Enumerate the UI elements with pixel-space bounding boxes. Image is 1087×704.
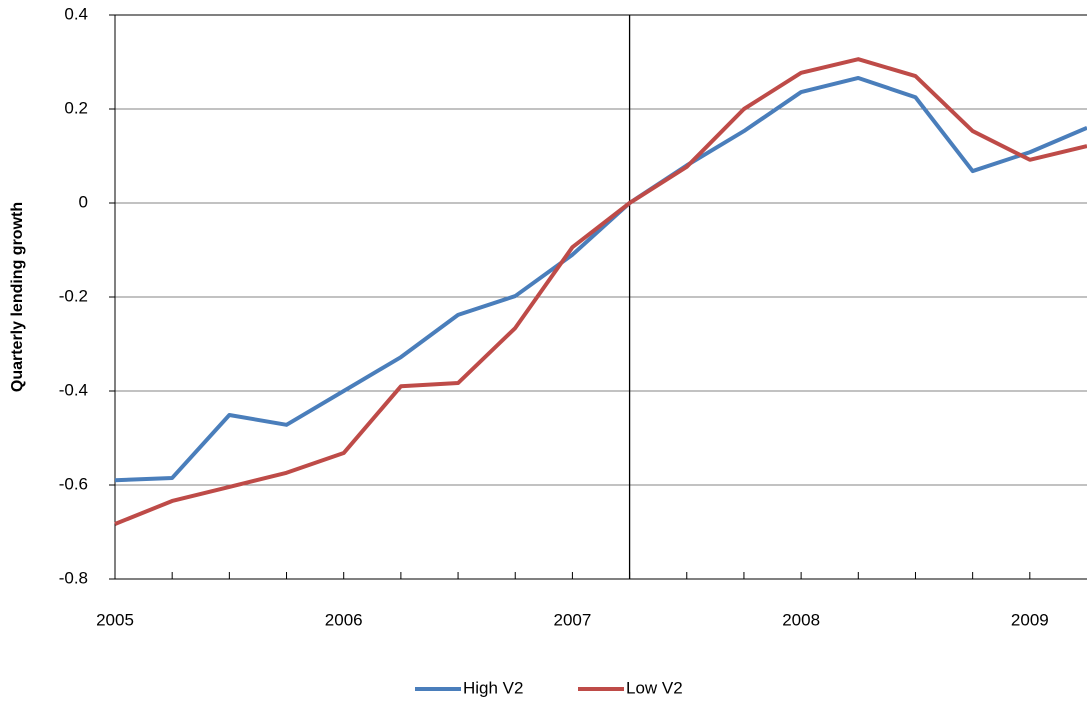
y-tick-label: -0.4 — [59, 380, 88, 399]
line-series — [114, 75, 1087, 483]
legend-label: Low V2 — [626, 678, 683, 697]
y-tick-label: 0 — [79, 192, 88, 211]
x-tick-label: 2008 — [782, 610, 820, 629]
legend-label: High V2 — [463, 678, 523, 697]
x-tick-label: 2005 — [96, 610, 134, 629]
y-tick-label: -0.2 — [59, 286, 88, 305]
y-tick-label: 0.2 — [64, 98, 88, 117]
x-tick-label: 2009 — [1011, 610, 1049, 629]
x-tick-label: 2006 — [325, 610, 363, 629]
line-series — [114, 57, 1087, 526]
y-tick-label: 0.4 — [64, 4, 88, 23]
y-tick-label: -0.8 — [59, 568, 88, 587]
y-axis-label: Quarterly lending growth — [9, 202, 26, 392]
y-tick-label: -0.6 — [59, 474, 88, 493]
x-tick-label: 2007 — [553, 610, 591, 629]
